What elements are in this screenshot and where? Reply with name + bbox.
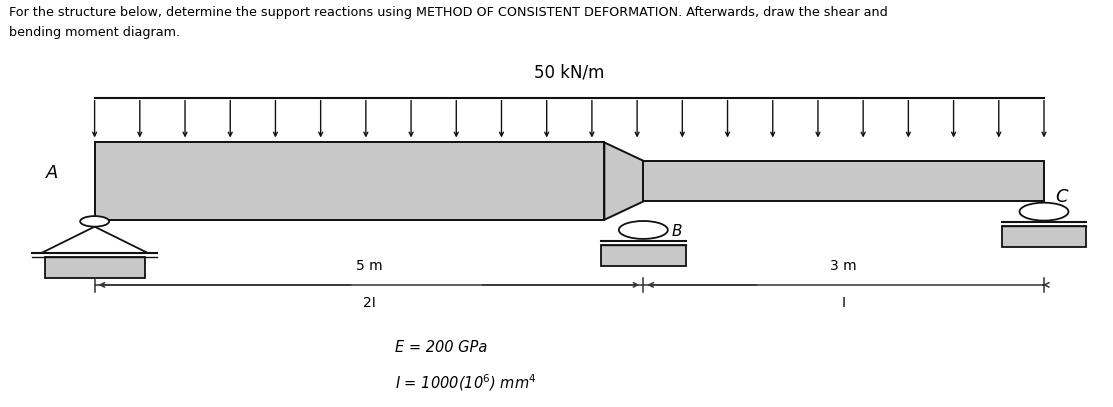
Bar xyxy=(601,245,686,266)
Bar xyxy=(643,161,1044,201)
Text: C: C xyxy=(1055,188,1067,206)
Circle shape xyxy=(1020,203,1068,221)
Polygon shape xyxy=(41,227,148,253)
Text: E = 200 GPa: E = 200 GPa xyxy=(395,340,487,355)
Bar xyxy=(45,257,145,278)
Text: I: I xyxy=(841,296,846,310)
Circle shape xyxy=(80,216,109,227)
Text: I = 1000(10$^6$) mm$^4$: I = 1000(10$^6$) mm$^4$ xyxy=(395,372,536,393)
Text: 5 m: 5 m xyxy=(356,259,382,273)
Text: For the structure below, determine the support reactions using METHOD OF CONSIST: For the structure below, determine the s… xyxy=(9,6,888,19)
Polygon shape xyxy=(604,142,643,220)
Text: A: A xyxy=(46,164,59,182)
Text: B: B xyxy=(671,224,681,239)
Text: bending moment diagram.: bending moment diagram. xyxy=(9,26,180,39)
Text: 50 kN/m: 50 kN/m xyxy=(534,63,604,81)
Bar xyxy=(95,142,604,220)
Text: 2I: 2I xyxy=(363,296,375,310)
Circle shape xyxy=(619,221,668,239)
Bar xyxy=(1002,226,1086,247)
Text: 3 m: 3 m xyxy=(830,259,857,273)
